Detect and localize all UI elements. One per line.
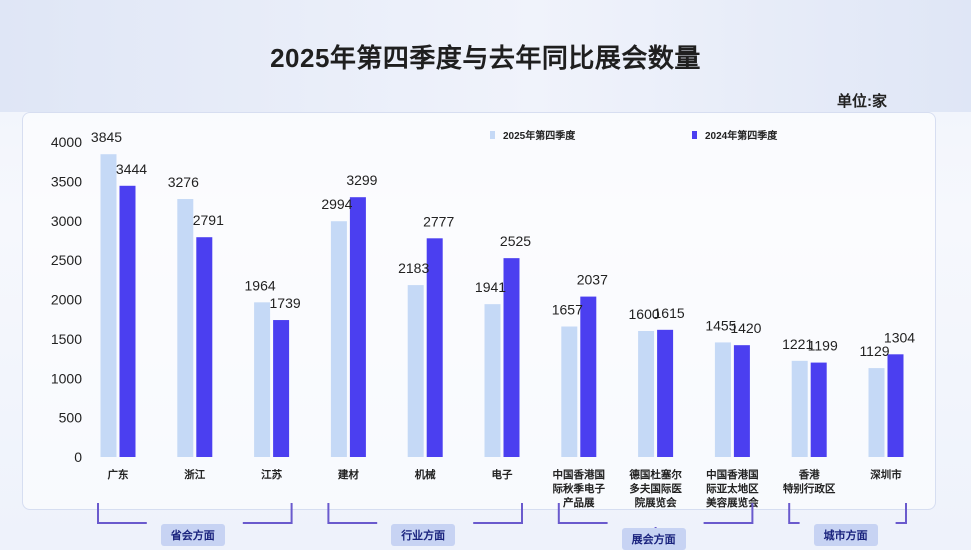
value-label-2024: 2037	[577, 272, 608, 288]
bar-2024	[580, 296, 597, 457]
value-label-2025: 1964	[245, 277, 276, 293]
bar-2024	[733, 345, 750, 457]
category-label: 香港	[798, 468, 820, 481]
header-background	[0, 0, 971, 112]
value-label-2024: 2525	[500, 233, 531, 249]
bar-2025	[177, 199, 194, 457]
bracket-right	[703, 503, 754, 524]
legend-label-2024: 2024年第四季度	[705, 131, 778, 142]
bracket-right	[473, 503, 523, 524]
category-label: 德国杜塞尔	[628, 468, 682, 481]
value-label-2024: 1739	[270, 295, 301, 311]
bar-2025	[484, 304, 501, 457]
category-label: 机械	[415, 468, 436, 481]
y-tick-label: 2000	[51, 292, 82, 308]
bar-2025	[330, 221, 347, 457]
legend-swatch-2024	[692, 130, 697, 139]
bars	[100, 154, 904, 458]
bar-2025	[561, 326, 578, 457]
value-label-2024: 1420	[730, 320, 761, 336]
value-label-2025: 1221	[782, 336, 813, 352]
bar-2025	[407, 285, 424, 457]
value-label-2024: 2791	[193, 212, 224, 228]
bar-2024	[426, 238, 443, 457]
category-label: 浙江	[184, 468, 205, 481]
bar-2024	[349, 197, 366, 458]
category-label: 中国香港国	[706, 468, 759, 481]
value-label-2024: 2777	[423, 213, 454, 229]
group-label: 行业方面	[391, 524, 456, 546]
category-label: 江苏	[261, 468, 282, 481]
y-axis: 0 500 1000 1500 2000 2500 3000 3500 4000	[51, 134, 82, 465]
category-label: 特别行政区	[783, 482, 836, 495]
bar-2024	[119, 185, 136, 457]
bar-2024	[810, 362, 827, 457]
value-labels: 3845 3444 3276 2791 1964 1739 2994 3299 2183 2777…	[91, 129, 915, 359]
bar-2025	[868, 368, 885, 457]
bar-2024	[887, 354, 904, 457]
category-label: 广东	[108, 468, 129, 481]
y-tick-label: 1500	[51, 331, 82, 347]
category-label: 电子	[492, 468, 513, 481]
value-label-2025: 3845	[91, 129, 122, 145]
group-label: 城市方面	[813, 524, 878, 546]
bar-2025	[791, 360, 808, 457]
bar-2024	[503, 258, 520, 457]
legend-item-2024: 2024年第四季度	[692, 127, 777, 142]
value-label-2025: 1941	[475, 279, 506, 295]
category-label: 际亚太地区	[706, 482, 759, 495]
category-label: 产品展	[563, 496, 595, 509]
value-label-2025: 2994	[321, 196, 352, 212]
chart-panel	[22, 112, 936, 510]
y-tick-label: 4000	[51, 134, 82, 150]
bar-2024	[273, 320, 290, 457]
value-label-2025: 2183	[398, 260, 429, 276]
y-tick-label: 1000	[51, 370, 82, 386]
legend-swatch-2025	[490, 130, 495, 139]
bar-2025	[100, 154, 117, 458]
category-label: 院展览会	[635, 496, 677, 509]
bracket-left	[97, 503, 147, 524]
y-tick-label: 500	[59, 410, 83, 426]
legend-item-2025: 2025年第四季度	[490, 127, 575, 142]
legend-label-2025: 2025年第四季度	[503, 131, 576, 142]
bar-2025	[254, 302, 271, 457]
category-labels: 广东 浙江 江苏 建材 机械 电子 中国香港国际秋季电子产品展德国杜塞尔多夫国际医院展览会中…	[108, 468, 903, 509]
y-tick-label: 2500	[51, 252, 82, 268]
category-label: 中国香港国	[553, 468, 606, 481]
unit-label: 单位:家	[837, 93, 887, 110]
value-label-2025: 1600	[629, 306, 660, 322]
bracket-left	[788, 503, 800, 524]
value-label-2024: 1615	[654, 305, 685, 321]
bar-2025	[638, 331, 655, 457]
value-label-2024: 1199	[808, 338, 838, 354]
group-label: 省会方面	[160, 524, 225, 546]
category-label: 多夫国际医	[629, 482, 682, 495]
y-tick-label: 3000	[51, 213, 82, 229]
bracket-left	[557, 503, 608, 524]
bracket-right	[242, 503, 293, 524]
value-label-2025: 1657	[552, 302, 583, 318]
bracket-left	[327, 503, 378, 524]
value-label-2025: 3276	[168, 174, 199, 190]
bracket-right	[895, 503, 907, 524]
value-label-2024: 3299	[346, 172, 377, 188]
bar-2024	[657, 329, 674, 457]
value-label-2025: 1129	[859, 343, 889, 359]
value-label-2025: 1455	[705, 317, 736, 333]
category-label: 深圳市	[870, 468, 902, 481]
bar-2024	[196, 237, 213, 457]
group-label: 展会方面	[621, 528, 686, 550]
value-label-2024: 3444	[116, 161, 147, 177]
category-label: 美容展览会	[706, 496, 759, 509]
y-tick-label: 0	[74, 449, 82, 465]
category-label: 建材	[337, 468, 359, 481]
y-tick-label: 3500	[51, 173, 82, 189]
chart-title: 2025年第四季度与去年同比展会数量	[270, 43, 701, 73]
category-label: 际秋季电子	[553, 482, 606, 495]
value-label-2024: 1304	[884, 329, 915, 345]
bar-2025	[714, 342, 731, 457]
